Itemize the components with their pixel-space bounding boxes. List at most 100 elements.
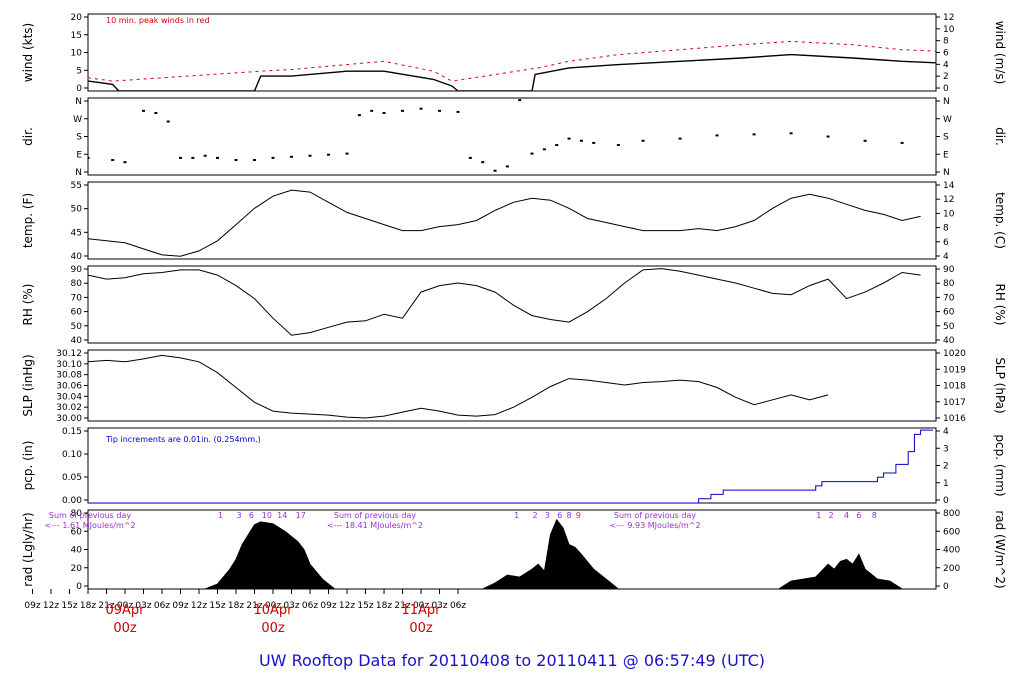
data-point (253, 159, 257, 162)
y-tick-label: 30.06 (56, 382, 82, 392)
y-tick-label: 20 (71, 13, 83, 23)
y2-tick-label: 1018 (943, 382, 966, 392)
data-point (419, 107, 423, 110)
day-label: 11Apr (402, 603, 442, 618)
hour-marker: 10 (262, 511, 272, 520)
y-axis-label: temp. (F) (21, 193, 35, 248)
x-tick-label: 15z (357, 601, 373, 611)
y-tick-label: 70 (71, 293, 83, 303)
data-point (826, 135, 830, 138)
y2-tick-label: 0 (943, 84, 949, 94)
panel-wind: 0 5 10 15 20 0 2 46 8 10 12 wind (kts) wind (m/s) 10 … (21, 13, 1007, 94)
y2-tick-label: 12 (943, 195, 954, 205)
data-point (579, 139, 583, 142)
data-point (382, 111, 386, 114)
data-point (863, 139, 867, 142)
y-tick-label: 5 (76, 66, 82, 76)
x-tick-label: 12z (339, 601, 355, 611)
data-point (481, 161, 485, 164)
y-tick-label: 0.05 (62, 473, 82, 483)
y2-tick-label: 4 (943, 252, 949, 262)
panel-frame (87, 349, 937, 422)
series-line (88, 40, 936, 82)
sum-annotation: Sum of previous day (614, 511, 696, 520)
y-tick-label: N (75, 97, 82, 107)
data-point (493, 169, 497, 172)
y-tick-label: 30.08 (56, 371, 82, 381)
hour-marker: 14 (277, 511, 287, 520)
data-point (900, 141, 904, 144)
series-line (88, 429, 933, 503)
data-point (179, 156, 183, 159)
y2-tick-label: 2 (943, 462, 949, 472)
data-point (555, 144, 559, 147)
hour-marker: 3 (545, 511, 550, 520)
y2-tick-label: 12 (943, 13, 954, 23)
y2-tick-label: 200 (943, 564, 960, 574)
plot-area (88, 268, 921, 336)
x-tick-label: 18z (228, 601, 244, 611)
plot-area (88, 99, 904, 172)
plot-area (88, 189, 921, 257)
panel-frame (87, 265, 937, 344)
x-tick-label: 06z (302, 601, 318, 611)
data-point (715, 134, 719, 137)
y2-tick-label: N (943, 168, 950, 178)
sum-annotation: <--- 1.61 MJoules/m^2 (44, 521, 135, 530)
day-hour-label: 00z (409, 621, 433, 636)
data-point (357, 114, 361, 117)
data-point (542, 148, 546, 151)
y2-tick-label: 70 (943, 293, 955, 303)
hour-marker: 2 (829, 511, 834, 520)
plot-area (88, 40, 936, 91)
sum-annotation: <--- 18.41 MJoules/m^2 (327, 521, 423, 530)
data-point (641, 139, 645, 142)
y-tick-label: 15 (71, 31, 82, 41)
y2-tick-label: 90 (943, 265, 955, 275)
panel-annotation: Tip increments are 0.01in. (0.254mm.) (105, 435, 261, 444)
y-tick-label: 30.02 (56, 403, 82, 413)
data-point (191, 156, 195, 159)
y2-tick-label: 1016 (943, 414, 966, 424)
data-point (327, 153, 331, 156)
x-tick-label: 03z (431, 601, 447, 611)
hour-marker: 8 (872, 511, 877, 520)
hour-marker: 17 (296, 511, 306, 520)
y-tick-label: S (76, 133, 82, 143)
y-tick-label: 0.00 (62, 496, 82, 506)
y-axis-label: pcp. (in) (21, 441, 35, 491)
plot-area (205, 518, 904, 589)
panel-pcp: 0.00 0.05 0.10 0.15 0 1 2 3 4 pcp. (in) pcp. (mm) T… (21, 427, 1007, 506)
y-tick-label: E (76, 150, 82, 160)
panel-frame (87, 97, 937, 176)
y2-tick-label: 2 (943, 72, 949, 82)
y2-tick-label: 1020 (943, 349, 966, 359)
y2-tick-label: 800 (943, 509, 960, 519)
sum-annotation: Sum of previous day (49, 511, 131, 520)
data-point (308, 154, 312, 157)
x-tick-label: 18z (376, 601, 392, 611)
x-tick-label: 12z (43, 601, 59, 611)
y-axis-label: rad (Lgly/hr) (21, 512, 35, 586)
data-point (678, 137, 682, 140)
data-point (203, 154, 207, 157)
x-tick-label: 00z (265, 601, 281, 611)
y2-tick-label: 0 (943, 496, 949, 506)
data-point (456, 110, 460, 113)
y-tick-label: 45 (71, 228, 82, 238)
y-axis-label: wind (kts) (21, 23, 35, 82)
y-tick-label: 40 (71, 252, 83, 262)
data-point (142, 109, 146, 112)
data-point (752, 133, 756, 136)
series-line (88, 354, 829, 419)
data-point (88, 156, 90, 159)
panel-frame (87, 13, 937, 92)
hour-marker: 1 (218, 511, 223, 520)
y2-tick-label: S (943, 133, 949, 143)
data-point (271, 156, 275, 159)
y-tick-label: 20 (71, 564, 83, 574)
x-tick-label: 15z (61, 601, 77, 611)
y2-tick-label: 1 (943, 479, 949, 489)
